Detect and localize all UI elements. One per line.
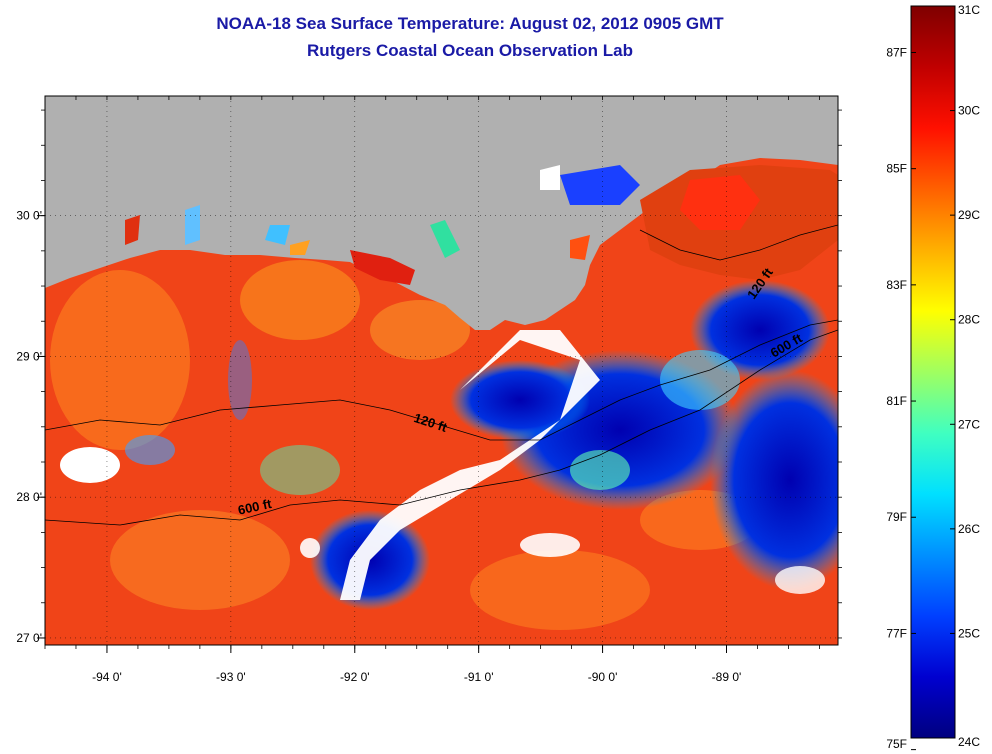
colorbar-c-label: 28C [958, 313, 980, 327]
colorbar-f-label: 81F [886, 394, 907, 408]
colorbar-c-label: 27C [958, 417, 980, 431]
lon-tick-label: -91 0' [464, 670, 494, 684]
colorbar-c-label: 29C [958, 208, 980, 222]
colorbar-c-label: 31C [958, 3, 980, 17]
latitude-axis: 30 0' 29 0' 28 0' 27 0' [16, 109, 842, 645]
colorbar-f-label: 77F [886, 626, 907, 640]
map-subtitle: Rutgers Coastal Ocean Observation Lab [307, 41, 633, 60]
colorbar-c-label: 26C [958, 522, 980, 536]
lon-tick-label: -90 0' [588, 670, 618, 684]
graticule [45, 96, 838, 645]
colorbar-c-label: 24C [958, 735, 980, 749]
lat-tick-label: 27 0' [16, 631, 42, 645]
lon-tick-label: -92 0' [340, 670, 370, 684]
colorbar-c-label: 25C [958, 626, 980, 640]
colorbar-f-label: 87F [886, 45, 907, 59]
colorbar-f-label: 75F [886, 737, 907, 751]
map-title: NOAA-18 Sea Surface Temperature: August … [216, 14, 724, 33]
longitude-axis: -94 0' -93 0' -92 0' -91 0' -90 0' -89 0' [44, 96, 820, 684]
lon-tick-label: -94 0' [92, 670, 122, 684]
colorbar-f-label: 79F [886, 510, 907, 524]
lat-tick-label: 30 0' [16, 209, 42, 223]
lon-tick-label: -89 0' [712, 670, 742, 684]
sea-surface-field [45, 96, 838, 645]
colorbar-celsius-scale: 24C 25C 26C 27C 28C 29C 30C 31C [950, 3, 980, 749]
colorbar-c-label: 30C [958, 104, 980, 118]
map-frame [44, 95, 839, 646]
colorbar-f-label: 83F [886, 278, 907, 292]
colorbar-fahrenheit-scale: 75F 77F 79F 81F 83F 85F 87F [886, 45, 916, 751]
contour-label: 600 ft [237, 496, 274, 518]
lat-tick-label: 28 0' [16, 490, 42, 504]
lat-tick-label: 29 0' [16, 349, 42, 363]
land-mass [45, 96, 838, 330]
colorbar-f-label: 85F [886, 162, 907, 176]
lon-tick-label: -93 0' [216, 670, 246, 684]
colorbar [910, 5, 956, 739]
